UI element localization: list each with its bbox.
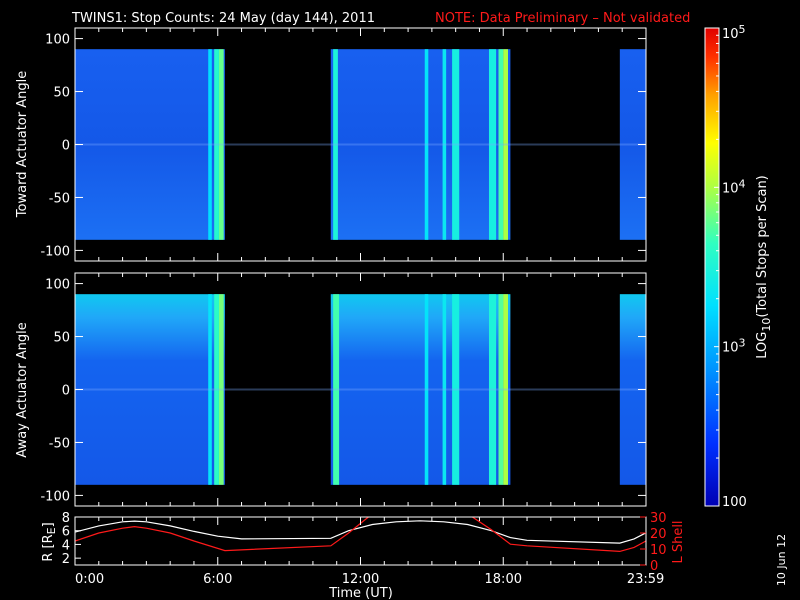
away-bright-column	[503, 294, 509, 485]
chart-title: TWINS1: Stop Counts: 24 May (day 144), 2…	[71, 11, 375, 26]
away-bright-column	[452, 294, 460, 485]
generation-date: 10 Jun 12	[775, 534, 788, 586]
x-tick-label: 18:00	[485, 572, 522, 587]
toward-bright-column	[424, 49, 429, 240]
toward-y-tick-label: 0	[62, 139, 70, 154]
away-bright-column	[208, 294, 212, 485]
toward-heatmap-panel: 100 50 0 -50 -100 Toward Actuator Angle	[15, 27, 647, 262]
toward-bright-column	[452, 49, 460, 240]
orbit-right-tick-label: 0	[650, 559, 658, 574]
x-axis-label: Time (UT)	[328, 586, 393, 600]
orbit-right-tick-label: 30	[650, 511, 667, 526]
away-heatmap-data	[75, 294, 646, 485]
orbit-right-tick-label: 20	[650, 527, 667, 542]
colorbar-tick-label: 103	[722, 337, 746, 356]
away-data-segment	[330, 294, 511, 485]
toward-heatmap-data	[75, 49, 646, 240]
toward-y-ticks: 100 50 0 -50 -100	[40, 33, 646, 259]
toward-bright-column	[214, 49, 219, 240]
colorbar-label: LOG10(Total Stops per Scan)	[755, 175, 773, 359]
toward-data-segment	[75, 49, 225, 240]
colorbar-tick-label: 104	[722, 177, 746, 196]
away-y-axis-label: Away Actuator Angle	[15, 322, 30, 457]
away-bright-column	[214, 294, 219, 485]
colorbar-frame	[704, 27, 720, 507]
orbit-left-tick-label: 4	[62, 538, 70, 553]
colorbar-gradient	[705, 28, 719, 506]
away-bright-column	[424, 294, 429, 485]
orbit-lines	[75, 517, 646, 553]
toward-y-tick-label: -100	[40, 244, 70, 259]
orbit-x-ticks: 0:00 6:00 12:00 18:00 23:59	[74, 517, 664, 587]
away-x-tick-marks	[74, 273, 647, 506]
away-y-tick-label: -50	[49, 436, 70, 451]
toward-y-tick-label: 100	[45, 33, 70, 48]
toward-bright-column	[208, 49, 212, 240]
orbit-left-tick-label: 2	[62, 552, 70, 567]
away-bright-column	[333, 294, 340, 485]
orbit-left-tick-label: 6	[62, 525, 70, 540]
orbit-right-axis-label: L Shell	[671, 520, 686, 563]
away-y-tick-label: -100	[40, 489, 70, 504]
away-y-tick-label: 50	[53, 331, 70, 346]
toward-data-segment	[330, 49, 511, 240]
toward-bright-column	[333, 49, 338, 240]
x-tick-label: 12:00	[342, 572, 379, 587]
colorbar: 100 103 104 105 LOG10(Total Stops per Scan)	[704, 23, 773, 510]
x-tick-label: 0:00	[75, 572, 104, 587]
orbit-right-tick-label: 10	[650, 543, 667, 558]
toward-y-tick-label: -50	[49, 191, 70, 206]
away-y-tick-label: 100	[45, 278, 70, 293]
away-bright-column	[488, 294, 497, 485]
x-tick-label: 6:00	[203, 572, 232, 587]
toward-bright-column	[442, 49, 447, 240]
away-bright-column	[218, 294, 224, 485]
x-tick-label: 23:59	[627, 572, 664, 587]
orbit-series-0	[75, 520, 646, 544]
orbit-left-tick-label: 8	[62, 511, 70, 526]
chart-note: NOTE: Data Preliminary – Not validated	[435, 11, 690, 26]
orbit-series-1	[75, 517, 646, 553]
away-data-segment	[75, 294, 225, 485]
away-y-tick-label: 0	[62, 384, 70, 399]
toward-bright-column	[503, 49, 509, 240]
colorbar-ticks: 100 103 104 105	[714, 23, 747, 510]
away-heatmap-panel: 100 50 0 -50 -100 Away Actuator Angle	[15, 272, 647, 507]
colorbar-tick-label: 105	[722, 23, 746, 42]
toward-y-axis-label: Toward Actuator Angle	[15, 71, 30, 218]
toward-bright-column	[488, 49, 497, 240]
orbit-left-axis-label: R [RE]	[41, 522, 58, 561]
toward-bright-column	[498, 49, 504, 240]
away-bright-column	[442, 294, 447, 485]
toward-x-tick-marks	[74, 28, 647, 261]
toward-y-tick-label: 50	[53, 86, 70, 101]
colorbar-tick-label: 100	[722, 495, 747, 510]
toward-bright-column	[218, 49, 224, 240]
away-bright-column	[498, 294, 504, 485]
away-y-ticks: 100 50 0 -50 -100	[40, 278, 646, 504]
